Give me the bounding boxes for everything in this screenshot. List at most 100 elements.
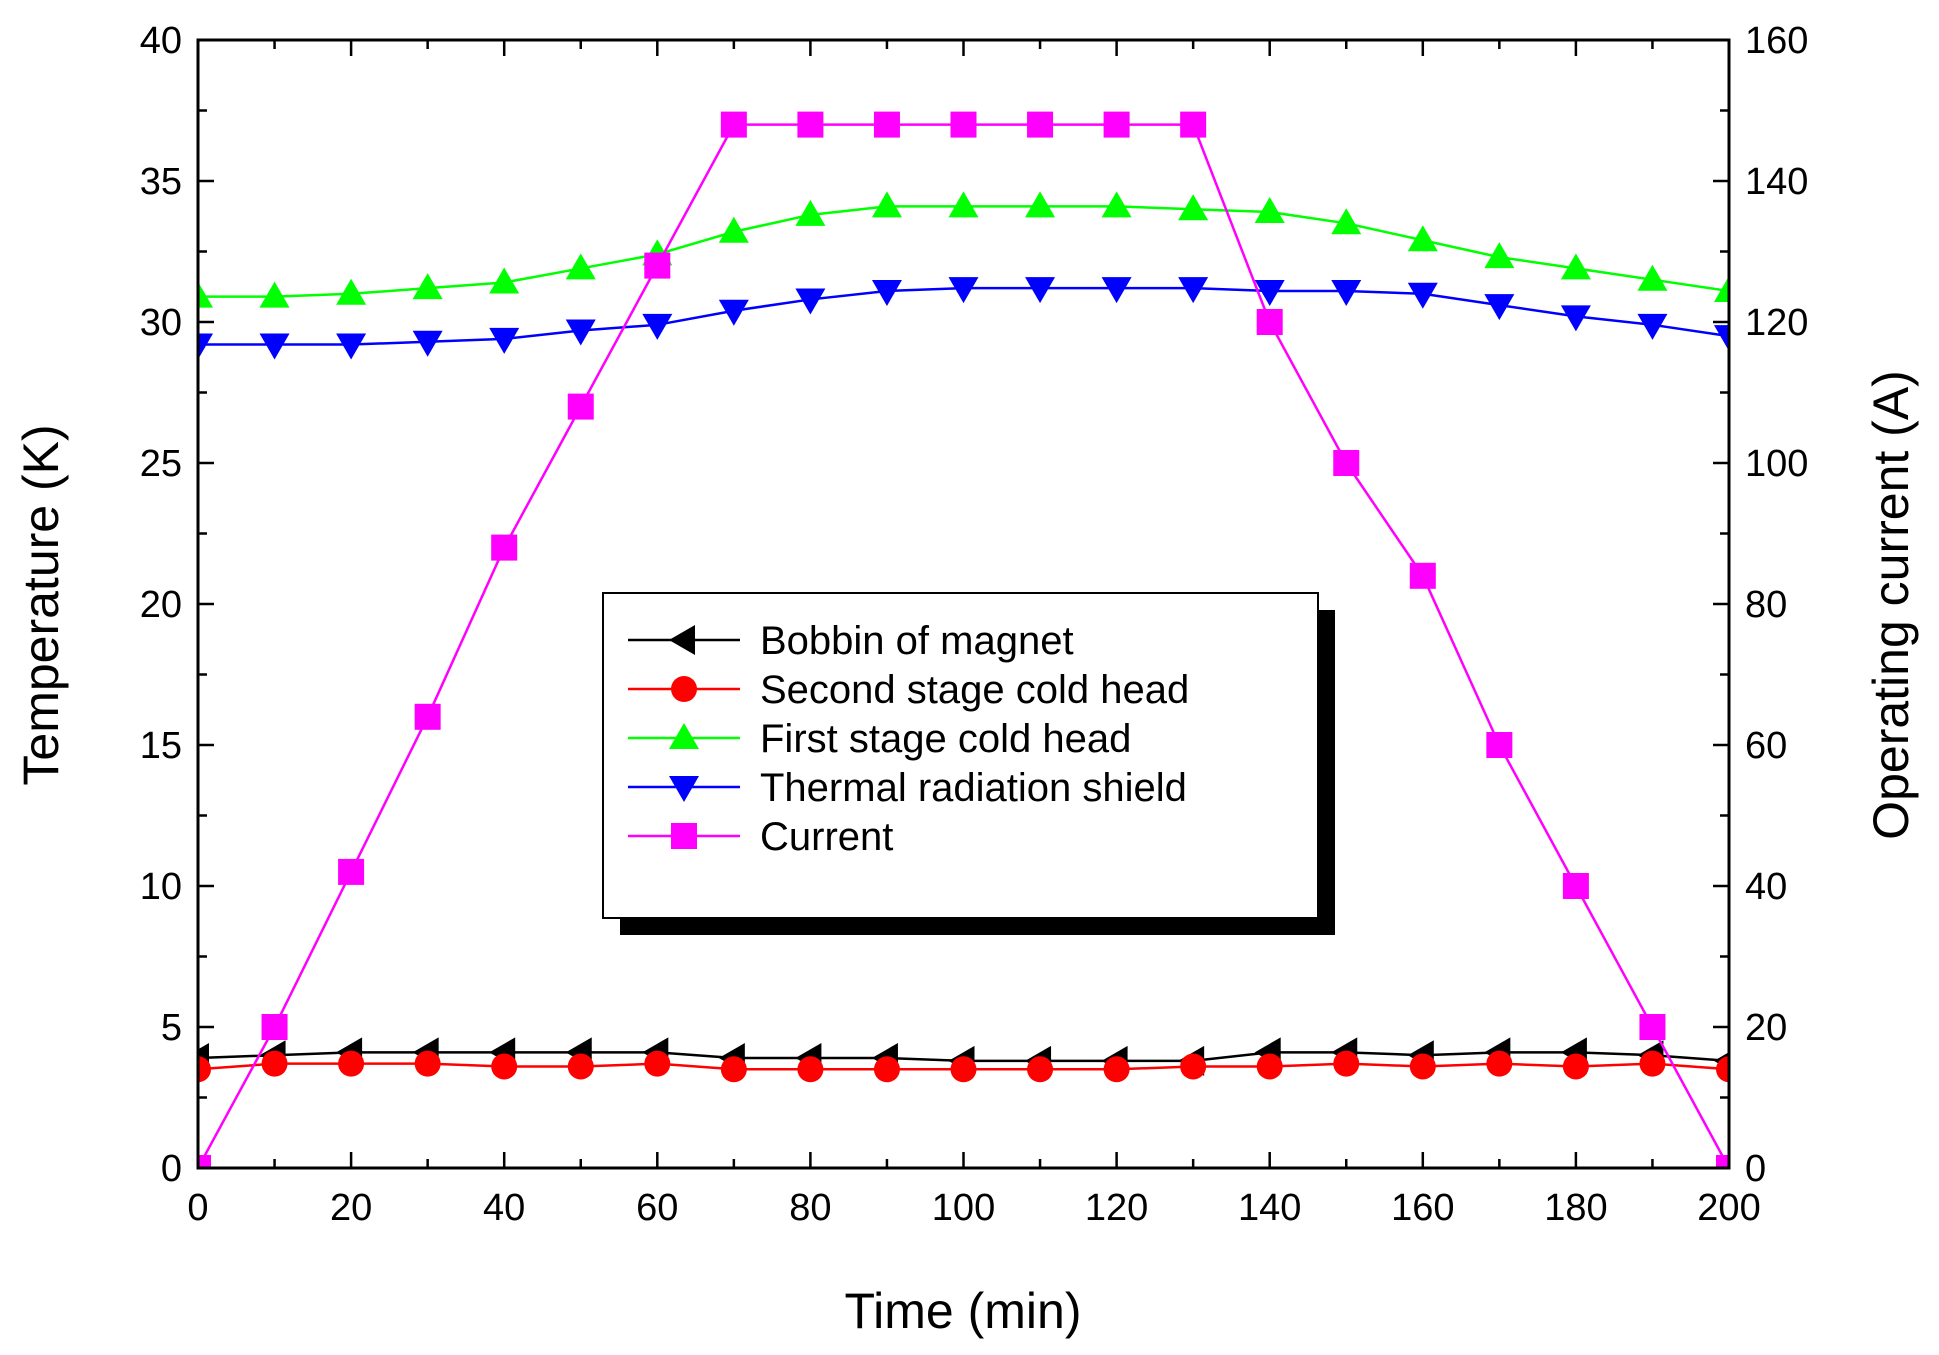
series-thermal-radiation-shield <box>198 277 1729 360</box>
data-point <box>1333 450 1360 476</box>
y-right-tick-label: 160 <box>1745 20 1808 62</box>
data-point <box>1560 253 1591 280</box>
data-point <box>1180 111 1207 138</box>
data-point <box>491 1053 518 1080</box>
data-point <box>873 111 900 138</box>
y-right-tick-label: 80 <box>1745 584 1787 626</box>
data-point <box>259 333 290 360</box>
data-point <box>1637 313 1668 340</box>
data-point <box>414 1050 441 1077</box>
data-point <box>1027 1056 1054 1083</box>
data-point <box>565 253 596 280</box>
data-point <box>642 313 673 340</box>
y-left-tick-label: 20 <box>140 584 182 626</box>
data-point <box>1331 208 1362 235</box>
data-point <box>1562 1053 1589 1080</box>
legend-marker <box>671 676 697 702</box>
data-point <box>718 299 749 326</box>
legend-label: First stage cold head <box>760 717 1131 761</box>
data-point <box>1562 873 1589 899</box>
data-point <box>644 252 671 279</box>
legend-label: Current <box>760 815 893 859</box>
series-current <box>198 111 1729 1168</box>
y-left-tick-label: 5 <box>161 1007 182 1049</box>
data-point <box>1101 277 1132 304</box>
data-point <box>1639 1050 1666 1077</box>
series-second-stage-cold-head <box>198 1050 1729 1083</box>
data-point <box>1407 282 1438 309</box>
data-point <box>950 111 977 138</box>
series-layer <box>198 111 1729 1168</box>
data-point <box>338 1050 365 1077</box>
data-point <box>871 191 902 218</box>
data-point <box>1103 1056 1130 1083</box>
data-point <box>198 333 213 360</box>
data-point <box>873 1056 900 1083</box>
legend-entry: Current <box>628 815 893 859</box>
data-point <box>950 1056 977 1083</box>
data-point <box>797 1056 824 1083</box>
data-point <box>1331 279 1362 306</box>
y-right-tick-label: 0 <box>1745 1148 1766 1190</box>
legend-entry: First stage cold head <box>628 717 1131 761</box>
y-left-tick-label: 15 <box>140 725 182 767</box>
data-point <box>1637 264 1668 291</box>
x-tick-label: 40 <box>483 1187 525 1229</box>
data-point <box>565 319 596 346</box>
y-left-tick-label: 10 <box>140 866 182 908</box>
data-point <box>1714 325 1729 352</box>
data-point <box>567 1053 594 1080</box>
data-point <box>491 534 518 561</box>
data-point <box>336 333 367 360</box>
data-point <box>720 111 747 138</box>
x-tick-label: 60 <box>636 1187 678 1229</box>
y-right-tick-label: 120 <box>1745 302 1808 344</box>
data-point <box>1486 732 1513 758</box>
legend-entry: Bobbin of magnet <box>628 619 1074 663</box>
legend-label: Thermal radiation shield <box>760 766 1187 810</box>
legend: Bobbin of magnet Second stage cold head Fi… <box>602 592 1335 935</box>
data-point <box>1716 1056 1729 1083</box>
data-point <box>567 393 594 420</box>
x-tick-label: 100 <box>932 1187 995 1229</box>
data-point <box>1254 279 1285 306</box>
data-point <box>412 273 443 300</box>
legend-entry: Second stage cold head <box>628 668 1189 712</box>
data-point <box>1407 225 1438 252</box>
data-point <box>797 111 824 138</box>
legend-marker <box>669 625 695 655</box>
data-point <box>336 278 367 305</box>
data-point <box>1484 242 1515 269</box>
data-point <box>795 199 826 226</box>
legend-label: Bobbin of magnet <box>760 619 1074 663</box>
legend-entry: Thermal radiation shield <box>628 766 1187 810</box>
data-point <box>412 330 443 357</box>
data-point <box>1101 191 1132 218</box>
y-right-tick-label: 100 <box>1745 443 1808 485</box>
x-tick-label: 160 <box>1391 1187 1454 1229</box>
data-point <box>948 191 979 218</box>
y-right-tick-label: 20 <box>1745 1007 1787 1049</box>
x-tick-label: 0 <box>187 1187 208 1229</box>
y-left-tick-label: 25 <box>140 443 182 485</box>
y-right-tick-label: 60 <box>1745 725 1787 767</box>
data-point <box>1178 277 1209 304</box>
data-point <box>1256 1053 1283 1080</box>
x-tick-label: 200 <box>1697 1187 1760 1229</box>
legend-label: Second stage cold head <box>760 668 1189 712</box>
data-point <box>644 1050 671 1077</box>
data-point <box>1027 111 1054 138</box>
data-point <box>948 277 979 304</box>
legend-marker <box>671 823 697 849</box>
data-point <box>198 1155 211 1168</box>
x-tick-label: 20 <box>330 1187 372 1229</box>
data-point <box>1180 1053 1207 1080</box>
data-point <box>198 1056 211 1083</box>
data-point <box>1484 294 1515 321</box>
data-point <box>489 327 520 354</box>
data-point <box>198 281 213 308</box>
x-tick-label: 140 <box>1238 1187 1301 1229</box>
data-point <box>1254 197 1285 224</box>
plot-frame <box>196 38 1731 1170</box>
